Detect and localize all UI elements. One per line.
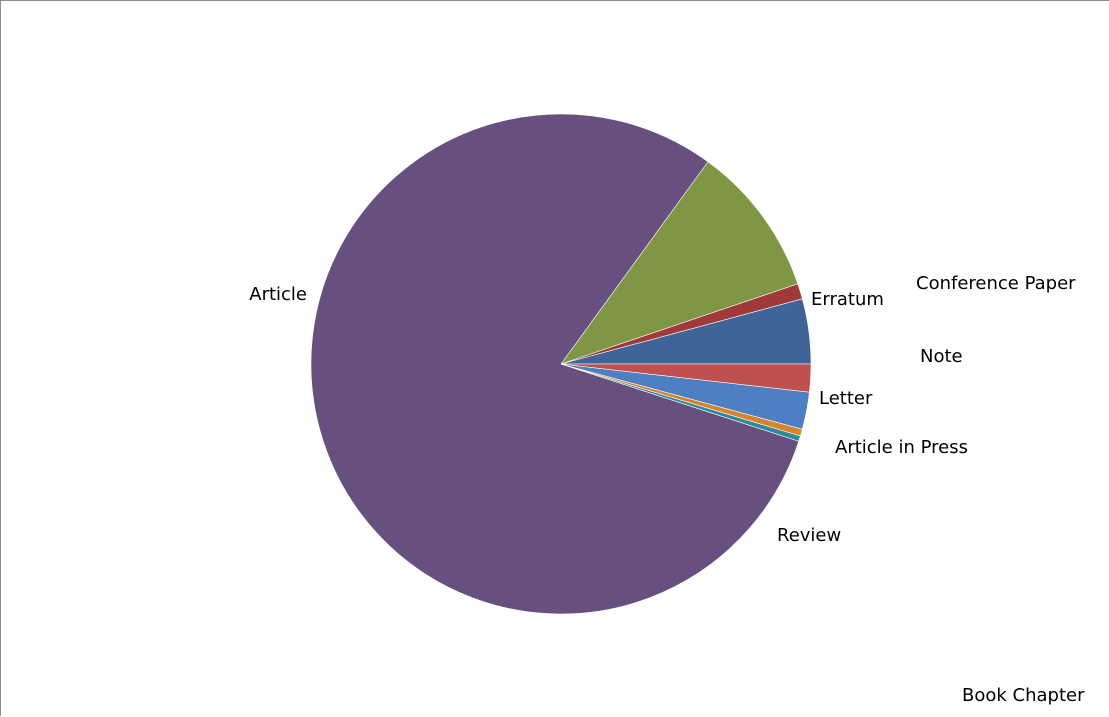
pie-slice-review: [560, 161, 799, 365]
slice-label-note: Note: [920, 346, 963, 367]
slice-label-erratum: Erratum: [811, 289, 884, 310]
pie-slice-book-chapter: [560, 363, 812, 393]
pie-slice-article: [310, 113, 800, 615]
slice-label-book-chapter: Book Chapter: [962, 685, 1085, 706]
slice-label-article: Article: [249, 284, 307, 305]
slice-label-review: Review: [777, 525, 841, 546]
slice-label-conference-paper: Conference Paper: [916, 273, 1076, 294]
slice-label-letter: Letter: [819, 388, 873, 409]
slice-label-article-in-press: Article in Press: [835, 437, 968, 458]
